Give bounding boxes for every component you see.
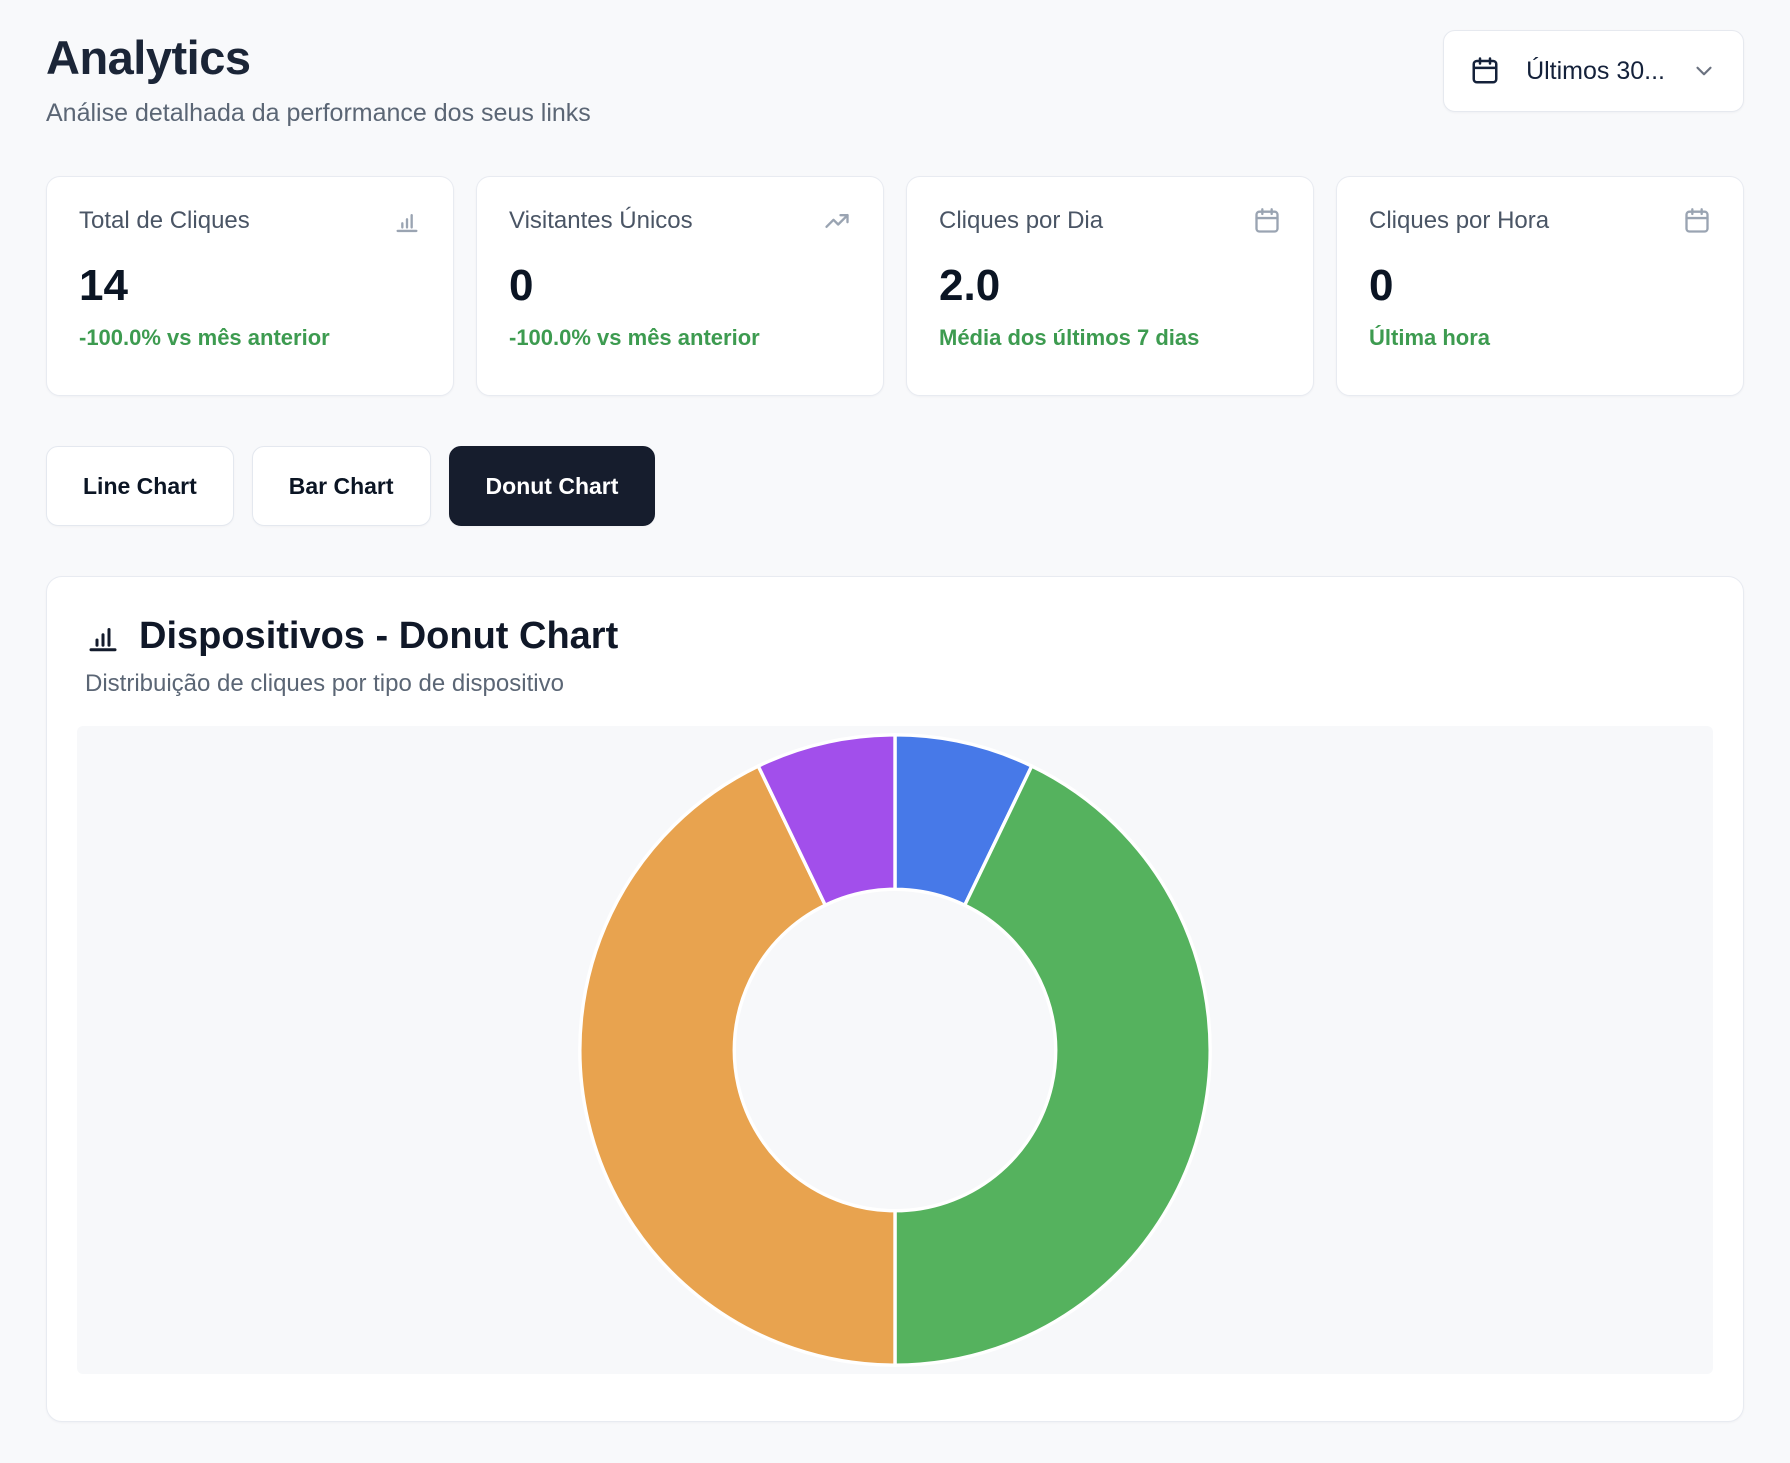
stat-title: Cliques por Dia [939,207,1104,234]
stat-note: -100.0% vs mês anterior [79,325,330,350]
trending-up-icon [823,207,851,235]
donut-chart [578,733,1212,1367]
stat-note: Última hora [1369,325,1491,350]
donut-segment-purple[interactable] [756,733,897,907]
bar-chart-icon [85,619,121,655]
tab-bar-chart[interactable]: Bar Chart [251,446,431,526]
stat-card-total-cliques: Total de Cliques 14 -100.0% vs mês anter… [46,176,454,396]
stat-title: Visitantes Únicos [509,207,693,234]
chart-subtitle: Distribuição de cliques por tipo de disp… [85,670,564,697]
stat-note: Média dos últimos 7 dias [939,325,1200,350]
stat-value: 0 [509,261,534,310]
date-range-button[interactable]: Últimos 30... [1443,30,1744,112]
calendar-icon [1253,207,1281,235]
stats-row: Total de Cliques 14 -100.0% vs mês anter… [46,176,1744,396]
page-subtitle: Análise detalhada da performance dos seu… [46,99,591,127]
donut-chart-plot-area [77,726,1713,1374]
date-range-label: Últimos 30... [1526,56,1665,85]
page-header-text: Analytics Análise detalhada da performan… [46,30,591,128]
chevron-down-icon [1691,58,1717,84]
stat-note: -100.0% vs mês anterior [509,325,760,350]
page-header: Analytics Análise detalhada da performan… [46,30,1744,128]
stat-card-cliques-por-dia: Cliques por Dia 2.0 Média dos últimos 7 … [906,176,1314,396]
stat-value: 14 [79,261,128,310]
stat-value: 2.0 [939,261,1001,310]
page-title: Analytics [46,31,251,84]
donut-segment-green[interactable] [893,764,1212,1367]
calendar-icon [1683,207,1711,235]
chart-card-header: Dispositivos - Donut Chart Distribuição … [77,615,1713,698]
stat-card-visitantes-unicos: Visitantes Únicos 0 -100.0% vs mês anter… [476,176,884,396]
bar-chart-icon [393,207,421,235]
calendar-icon [1470,56,1500,86]
stat-card-cliques-por-hora: Cliques por Hora 0 Última hora [1336,176,1744,396]
tab-donut-chart[interactable]: Donut Chart [448,446,656,526]
chart-card: Dispositivos - Donut Chart Distribuição … [46,576,1744,1422]
stat-title: Total de Cliques [79,207,250,234]
stat-title: Cliques por Hora [1369,207,1550,234]
chart-title: Dispositivos - Donut Chart [139,615,619,657]
stat-value: 0 [1369,261,1394,310]
chart-type-tabs: Line Chart Bar Chart Donut Chart [46,446,1744,526]
tab-line-chart[interactable]: Line Chart [46,446,234,526]
donut-segment-orange[interactable] [578,764,897,1367]
